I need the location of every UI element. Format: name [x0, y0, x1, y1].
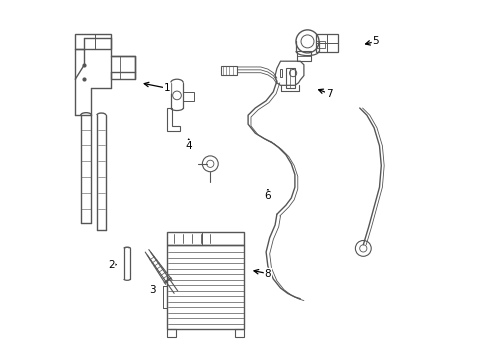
Bar: [235, 329, 244, 337]
Bar: [316, 34, 337, 52]
Text: 6: 6: [264, 191, 271, 201]
Text: 1: 1: [163, 83, 170, 93]
Bar: [75, 34, 111, 49]
Bar: [111, 56, 134, 79]
Text: 7: 7: [325, 89, 332, 99]
Bar: [221, 66, 237, 75]
Text: 4: 4: [185, 141, 192, 151]
Bar: [279, 69, 282, 77]
Bar: [167, 245, 244, 329]
Bar: [296, 51, 310, 61]
Text: 8: 8: [264, 269, 271, 279]
Bar: [167, 329, 176, 337]
Text: 2: 2: [108, 260, 114, 270]
Bar: [183, 92, 194, 101]
Bar: [167, 232, 244, 245]
Text: 3: 3: [149, 285, 156, 295]
Text: 5: 5: [372, 36, 378, 46]
Bar: [316, 41, 325, 48]
Bar: [285, 68, 294, 88]
